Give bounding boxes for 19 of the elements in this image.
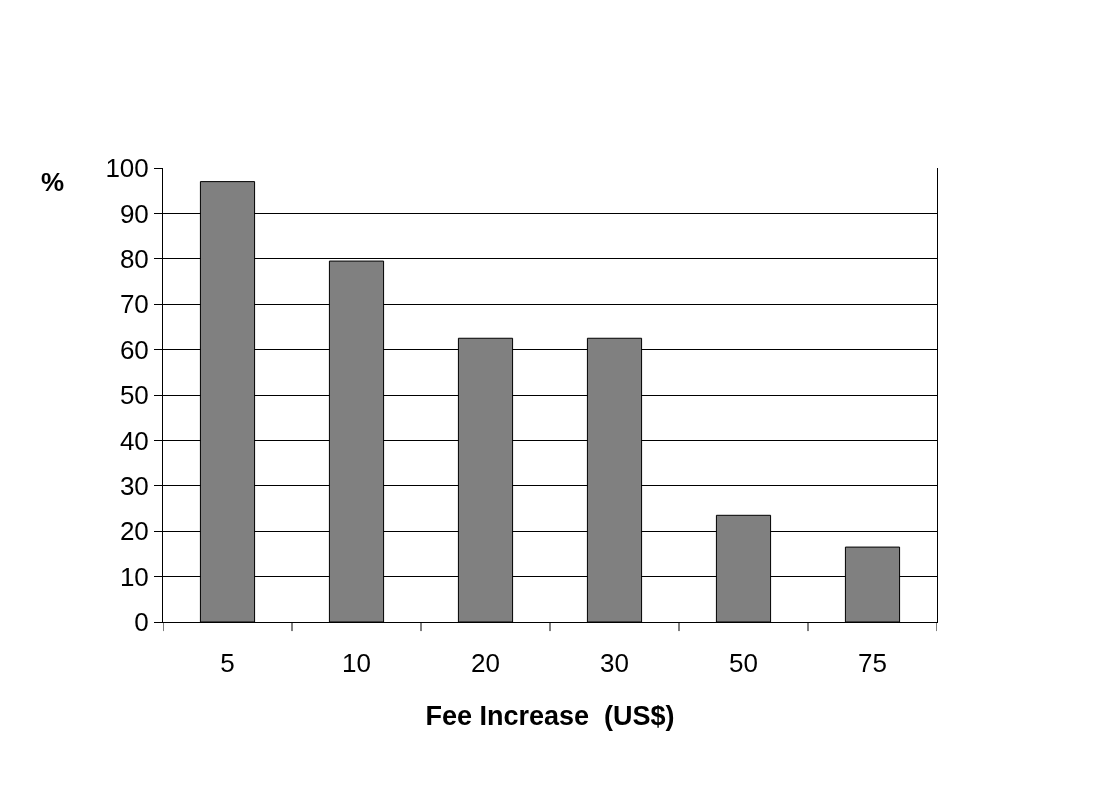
y-tick-label: 40	[119, 425, 149, 456]
x-tick-label: 20	[471, 648, 500, 679]
x-tick-label: 10	[342, 648, 371, 679]
y-tick-label: 70	[119, 289, 149, 320]
x-tick-label: 50	[729, 648, 758, 679]
y-tick-label: 90	[119, 198, 149, 229]
y-tick-label: 30	[119, 470, 149, 501]
y-tick-label: 80	[119, 243, 149, 274]
y-tick-label: 50	[119, 380, 149, 411]
x-tick-label: 5	[220, 648, 235, 679]
y-tick-label: 100	[105, 153, 149, 184]
y-tick-label: 0	[134, 607, 149, 638]
x-tick-label: 75	[858, 648, 887, 679]
y-axis-title: %	[41, 167, 65, 197]
x-tick-label: 30	[600, 648, 629, 679]
y-tick-label: 60	[119, 334, 149, 365]
x-axis-title: Fee Increase (US$)	[425, 700, 675, 731]
y-tick-label: 10	[119, 561, 149, 592]
y-tick-label: 20	[119, 516, 149, 547]
